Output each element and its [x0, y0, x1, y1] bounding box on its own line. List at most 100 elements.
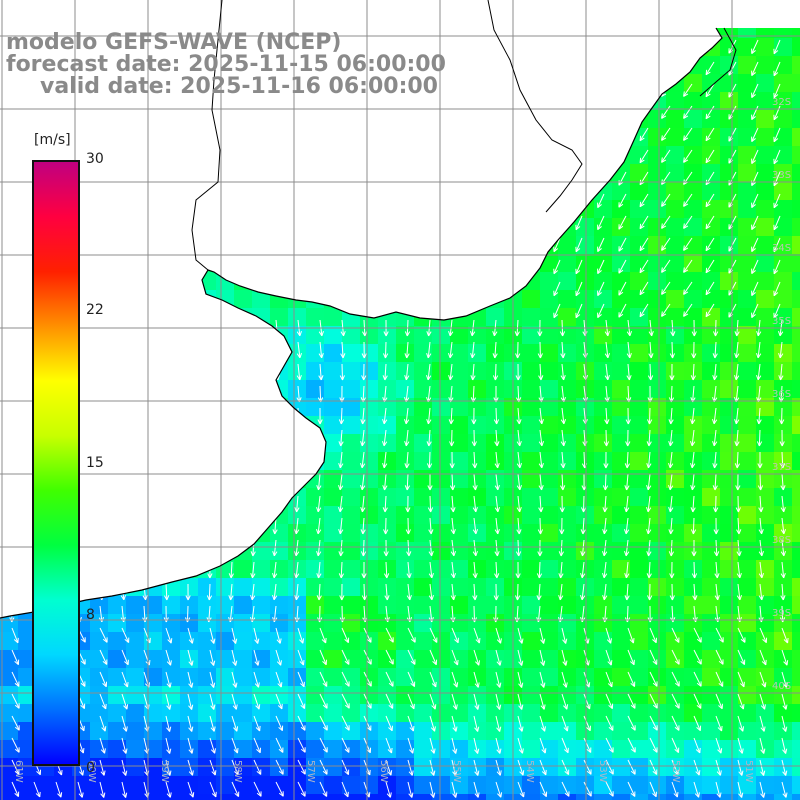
wind-arrow: [494, 539, 500, 557]
wind-arrow: [690, 473, 696, 491]
wind-arrow: [624, 561, 630, 579]
wind-arrow: [693, 759, 701, 776]
wind-arrow: [537, 517, 544, 535]
wind-arrow: [492, 341, 498, 359]
wind-arrow: [272, 561, 278, 579]
wind-arrow: [683, 237, 693, 251]
wind-arrow: [602, 473, 609, 491]
wind-arrow: [583, 759, 592, 775]
wind-arrow: [99, 737, 106, 754]
wind-arrow: [539, 781, 548, 798]
wind-arrow: [624, 451, 630, 469]
wind-arrow: [649, 693, 658, 709]
wind-arrow: [705, 259, 715, 274]
lon-label: 54W: [524, 760, 535, 783]
wind-arrow: [426, 341, 432, 359]
wind-arrow: [781, 627, 789, 644]
wind-arrow: [341, 715, 350, 731]
lat-label: 37S: [772, 462, 791, 473]
wind-arrow: [575, 281, 583, 297]
wind-arrow: [735, 495, 741, 513]
wind-arrow: [715, 693, 723, 710]
wind-arrow: [737, 781, 744, 798]
wind-arrow: [451, 715, 458, 732]
wind-arrow: [773, 303, 781, 319]
wind-arrow: [693, 671, 702, 687]
wind-arrow: [516, 495, 522, 513]
wind-arrow: [560, 451, 566, 469]
wind-arrow: [734, 451, 741, 469]
wind-arrow: [165, 737, 172, 754]
wind-arrow: [515, 561, 521, 579]
wind-arrow: [297, 627, 305, 644]
wind-arrow: [341, 737, 350, 753]
wind-arrow: [99, 715, 107, 732]
wind-arrow: [646, 451, 652, 469]
wind-arrow: [406, 539, 412, 557]
wind-arrow: [736, 517, 742, 535]
wind-arrow: [404, 341, 410, 359]
wind-arrow: [661, 149, 671, 163]
wind-arrow: [759, 737, 766, 754]
wind-arrow: [471, 407, 477, 425]
wind-arrow: [626, 363, 632, 381]
model-title: modelo GEFS-WAVE (NCEP): [6, 30, 342, 55]
wind-arrow: [121, 737, 128, 754]
wind-arrow: [472, 539, 478, 557]
wind-arrow: [494, 451, 500, 469]
wind-arrow: [99, 759, 106, 776]
wind-arrow: [649, 759, 658, 775]
wind-arrow: [773, 215, 781, 231]
wind-arrow: [627, 737, 636, 753]
wind-arrow: [713, 539, 720, 557]
wind-arrow: [495, 627, 502, 644]
wind-arrow: [165, 671, 172, 688]
wind-arrow: [319, 715, 328, 731]
wind-arrow: [757, 451, 763, 469]
wind-arrow: [737, 715, 745, 732]
wind-arrow: [627, 715, 636, 731]
wind-arrow: [605, 737, 614, 753]
wind-arrow: [385, 715, 393, 732]
wind-arrow: [683, 259, 693, 273]
wind-arrow: [165, 693, 172, 710]
wind-arrow: [649, 737, 658, 753]
wind-arrow: [561, 715, 569, 732]
wind-arrow: [294, 517, 300, 535]
wind-arrow: [715, 671, 724, 687]
wind-arrow: [360, 473, 366, 491]
wind-arrow: [778, 363, 784, 381]
wind-arrow: [231, 737, 239, 754]
lat-label: 38S: [772, 535, 791, 546]
wind-arrow: [693, 781, 700, 798]
wind-arrow: [669, 363, 675, 381]
wind-arrow: [560, 407, 567, 425]
wind-arrow: [450, 539, 456, 557]
wind-arrow: [449, 451, 455, 469]
wind-arrow: [385, 671, 394, 687]
wind-arrow: [338, 495, 344, 513]
wind-arrow: [275, 671, 283, 688]
wind-arrow: [736, 561, 742, 579]
wind-arrow: [737, 737, 744, 754]
wind-arrow: [639, 193, 649, 208]
wind-arrow: [583, 737, 592, 753]
wind-arrow: [425, 363, 432, 381]
wind-arrow: [338, 561, 345, 579]
wind-arrow: [712, 473, 718, 491]
wind-arrow: [646, 429, 652, 447]
wind-arrow: [683, 281, 693, 295]
wind-arrow: [209, 671, 216, 688]
wind-arrow: [603, 429, 610, 447]
wind-arrow: [360, 539, 367, 557]
wind-arrow: [404, 407, 410, 425]
wind-arrow: [668, 539, 675, 557]
wind-arrow: [751, 303, 759, 319]
wind-arrow: [759, 693, 766, 710]
wind-arrow: [297, 649, 305, 666]
wind-arrow: [737, 693, 745, 710]
wind-arrow: [275, 715, 284, 732]
wind-arrow: [648, 341, 654, 359]
wind-arrow: [627, 649, 635, 666]
wind-arrow: [773, 39, 781, 55]
